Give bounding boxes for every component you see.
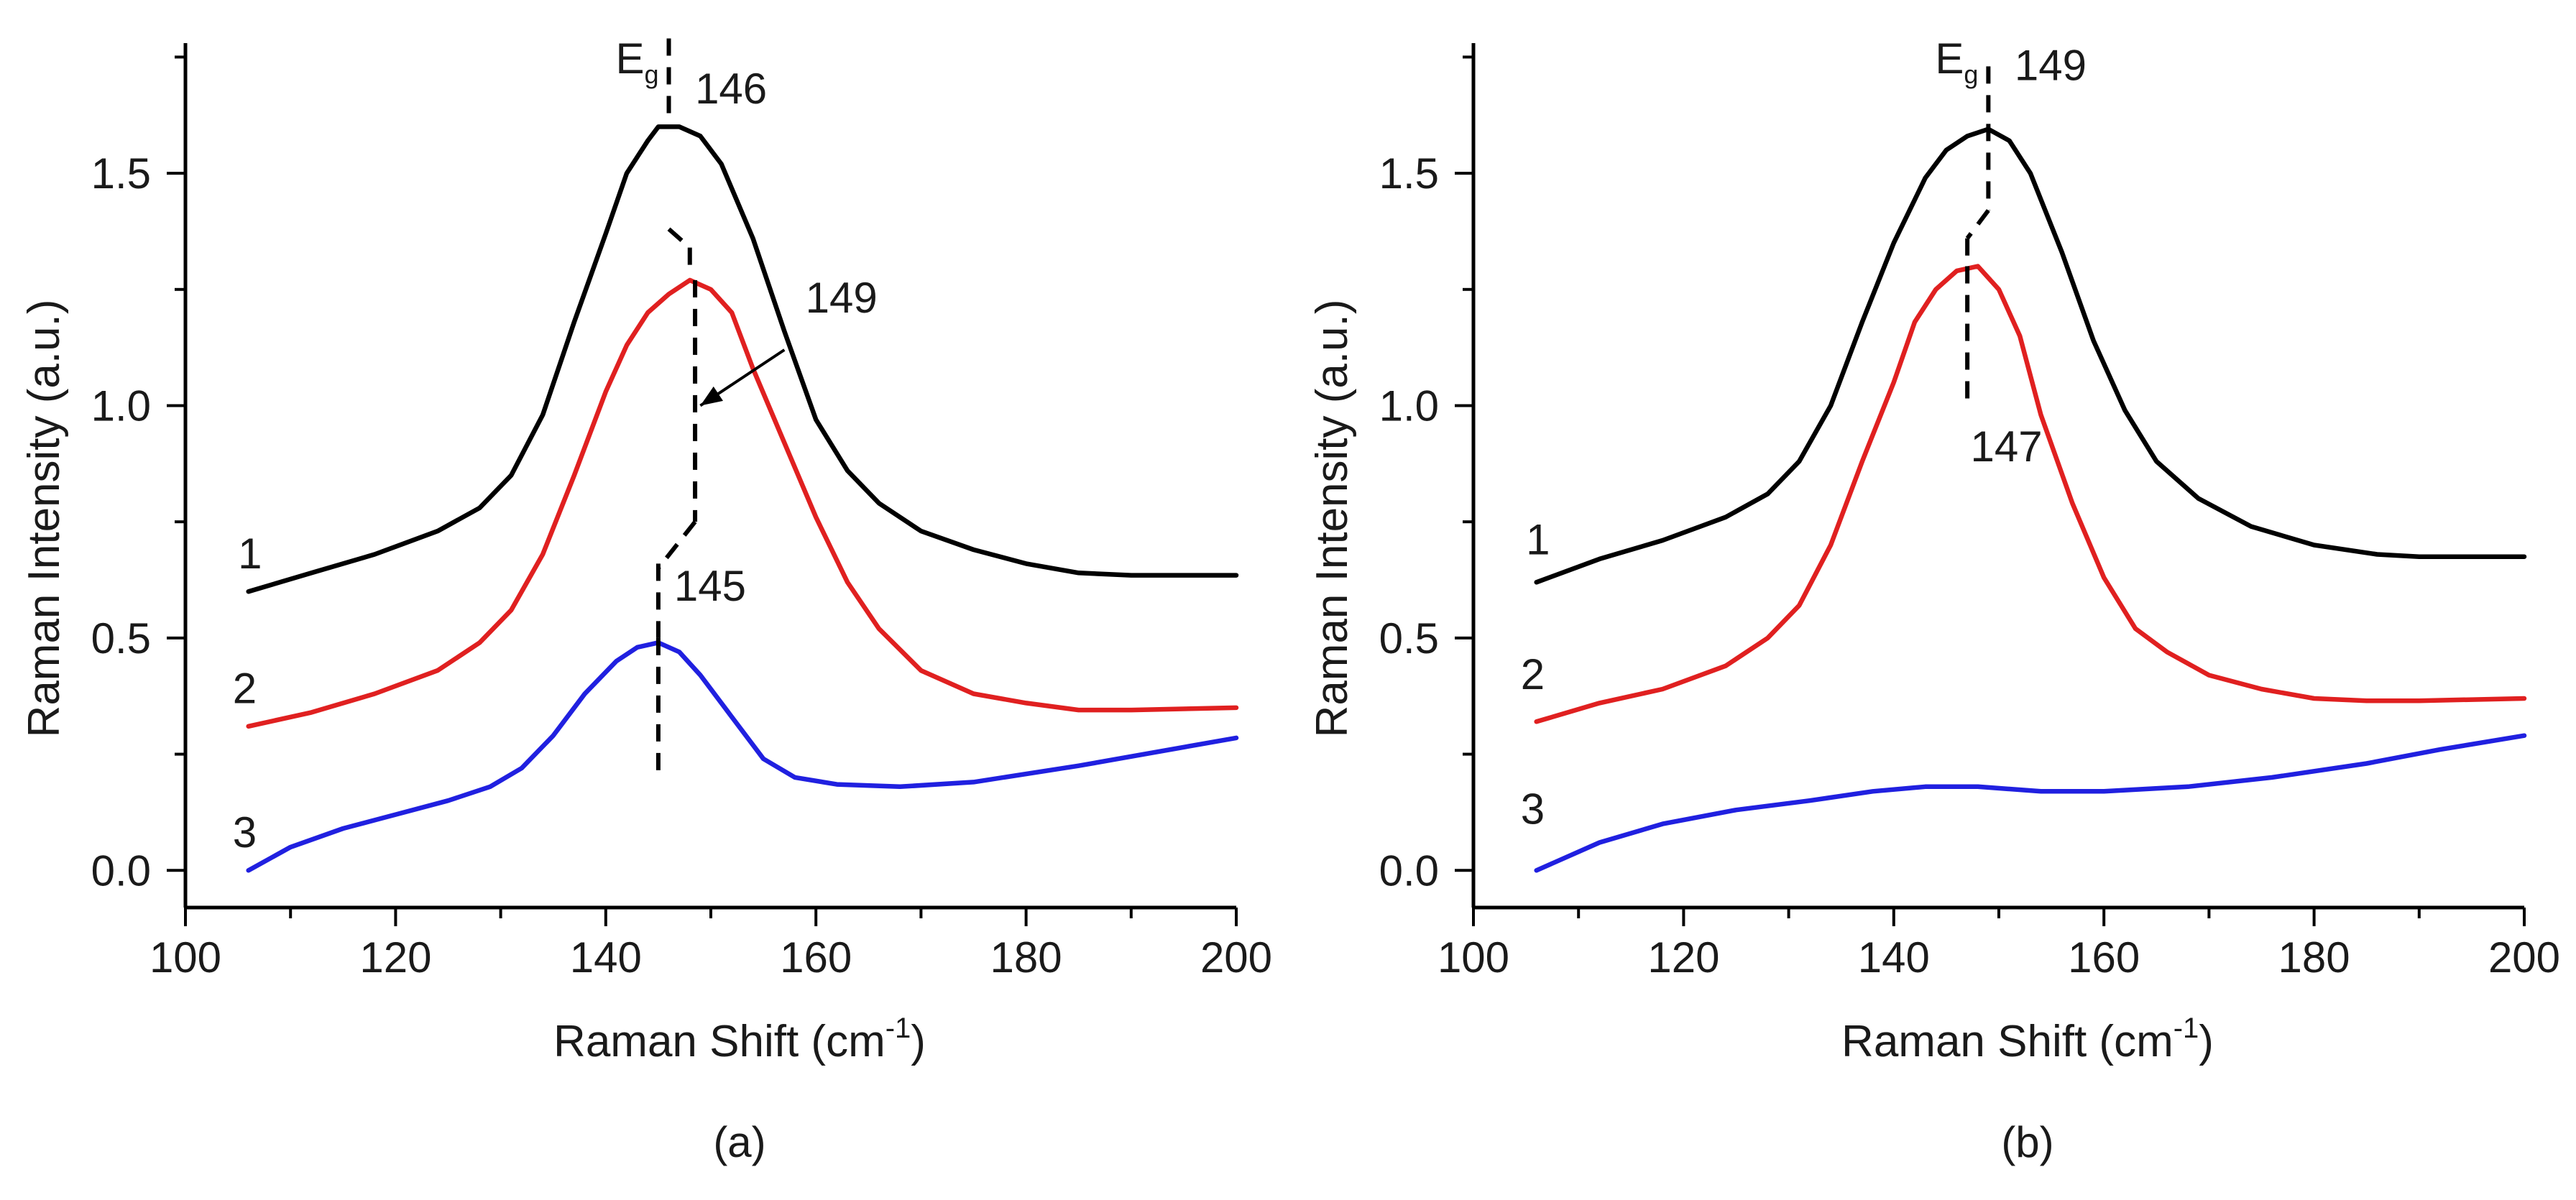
peak-position-label: 149 — [2015, 42, 2087, 90]
eg-mode-label: Eg — [1935, 34, 1978, 89]
y-axis-title: Raman Intensity (a.u.) — [1307, 300, 1357, 738]
peak-position-label: 147 — [1971, 423, 2043, 471]
curve-number-label: 3 — [1521, 785, 1545, 834]
x-axis-title-superscript: -1 — [2174, 1012, 2199, 1044]
curve-number-label: 3 — [233, 808, 257, 857]
eg-mode-label-subscript: g — [1964, 60, 1978, 89]
chart-panel-b: 100 120 140 160 180 200 0.0 0.5 1.0 1.5 Raman Inte… — [1288, 0, 2576, 1200]
x-tick-label: 100 — [150, 933, 221, 982]
curve-number-label: 1 — [1526, 515, 1550, 563]
y-tick-label: 1.0 — [1379, 382, 1439, 430]
x-axis-title-close: ) — [2199, 1017, 2214, 1066]
eg-mode-label-subscript: g — [644, 60, 658, 89]
chart-a-svg: 100 120 140 160 180 200 0.0 0.5 1.0 1.5 Raman Inte… — [19, 34, 1272, 1166]
y-tick-label: 0.5 — [1379, 614, 1439, 663]
y-tick-label: 0.0 — [91, 846, 151, 895]
x-tick-label: 120 — [359, 933, 431, 982]
y-axis-title: Raman Intensity (a.u.) — [19, 300, 69, 738]
peak-position-label: 149 — [806, 274, 878, 322]
x-tick-label: 160 — [780, 933, 852, 982]
peak-guide-dash — [656, 520, 697, 570]
x-tick-label: 200 — [2488, 933, 2560, 982]
annotation-arrow-head — [700, 386, 724, 406]
x-tick-label: 180 — [2278, 933, 2350, 982]
peak-position-label: 145 — [674, 562, 746, 610]
eg-mode-label-main: E — [1935, 34, 1964, 83]
x-axis-title-close: ) — [911, 1017, 926, 1066]
x-axis-title-text: Raman Shift (cm — [553, 1017, 886, 1066]
x-tick-label: 140 — [1858, 933, 1930, 982]
peak-guide-dash — [1965, 209, 1990, 240]
curve-number-label: 1 — [238, 530, 262, 578]
panel-label: (a) — [713, 1118, 765, 1166]
series-3-line — [246, 640, 1239, 873]
y-tick-label: 1.5 — [1379, 149, 1439, 198]
series-1-line — [1534, 126, 2527, 585]
curve-number-label: 2 — [1521, 650, 1545, 698]
x-tick-label: 200 — [1200, 933, 1272, 982]
x-tick-label: 120 — [1647, 933, 1719, 982]
x-axis-title-text: Raman Shift (cm — [1841, 1017, 2174, 1066]
peak-position-label: 146 — [695, 65, 767, 113]
x-axis-title: Raman Shift (cm-1) — [1841, 1012, 2214, 1066]
x-tick-label: 180 — [990, 933, 1062, 982]
chart-panel-a: 100 120 140 160 180 200 0.0 0.5 1.0 1.5 Raman Inte… — [19, 34, 1272, 1166]
eg-mode-label: Eg — [615, 34, 658, 89]
y-tick-label: 1.0 — [91, 382, 151, 430]
y-tick-label: 0.5 — [91, 614, 151, 663]
series-2-line — [246, 277, 1239, 729]
y-tick-label: 0.0 — [1379, 846, 1439, 895]
eg-mode-label-main: E — [615, 34, 644, 83]
series-3-line — [1534, 733, 2527, 873]
series-1-line — [246, 124, 1239, 594]
x-tick-label: 100 — [1438, 933, 1509, 982]
x-tick-label: 160 — [2068, 933, 2140, 982]
panel-label: (b) — [2001, 1118, 2053, 1166]
x-tick-label: 140 — [570, 933, 642, 982]
series-2-line — [1534, 264, 2527, 724]
chart-b-svg: 100 120 140 160 180 200 0.0 0.5 1.0 1.5 Raman Inte… — [1307, 34, 2560, 1166]
x-axis-title-superscript: -1 — [886, 1012, 911, 1044]
y-tick-label: 1.5 — [91, 149, 151, 198]
x-axis-title: Raman Shift (cm-1) — [553, 1012, 926, 1066]
peak-guide-dash — [667, 227, 691, 249]
curve-number-label: 2 — [233, 664, 257, 712]
